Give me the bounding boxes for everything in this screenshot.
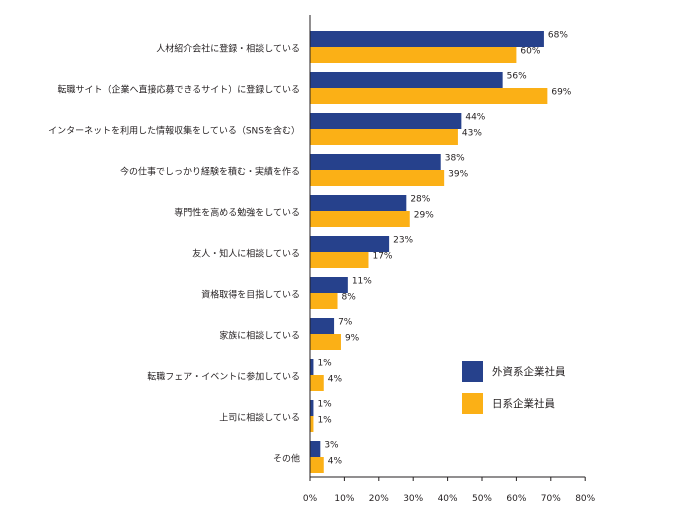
category-label: その他 [273, 453, 300, 465]
data-label: 44% [465, 113, 485, 123]
bar-japanese [310, 88, 548, 104]
data-label: 38% [445, 154, 465, 164]
data-label: 1% [317, 416, 332, 426]
bar-japanese [310, 293, 338, 309]
bar-foreign [310, 277, 348, 293]
bar-foreign [310, 400, 314, 416]
x-tick-label: 0% [303, 494, 318, 504]
data-label: 23% [393, 236, 413, 246]
category-label: 転職サイト（企業へ直接応募できるサイト）に登録している [57, 84, 300, 96]
category-label: 今の仕事でしっかり経験を積む・実績を作る [120, 166, 300, 178]
data-label: 60% [520, 47, 540, 57]
category-label: 家族に相談している [219, 330, 300, 342]
category-label: 上司に相談している [219, 412, 300, 424]
bar-foreign [310, 72, 503, 88]
legend-swatch [462, 361, 483, 382]
data-label: 28% [410, 195, 430, 205]
bars-layer [310, 31, 548, 473]
data-label: 3% [324, 441, 339, 451]
x-tick-label: 50% [472, 494, 492, 504]
bar-foreign [310, 113, 462, 129]
bar-japanese [310, 334, 341, 350]
data-label: 1% [317, 359, 332, 369]
category-label: 友人・知人に相談している [192, 248, 300, 260]
data-label: 7% [338, 318, 353, 328]
category-label: 人材紹介会社に登録・相談している [156, 43, 300, 55]
data-label: 29% [414, 211, 434, 221]
bar-japanese [310, 457, 324, 473]
bar-foreign [310, 236, 390, 252]
labels-layer: 人材紹介会社に登録・相談している 68% 60% 転職サイト（企業へ直接応募できるサイ… [48, 31, 572, 467]
data-label: 8% [342, 293, 357, 303]
axes-layer: 0% 10% 20% 30% 40% 50% 60% 70% 80% [303, 15, 596, 504]
bar-foreign [310, 154, 441, 170]
x-tick-label: 80% [575, 494, 595, 504]
bar-japanese [310, 416, 314, 432]
bar-foreign [310, 441, 321, 457]
bar-foreign [310, 318, 335, 334]
x-tick-label: 10% [334, 494, 354, 504]
x-tick-label: 60% [506, 494, 526, 504]
data-label: 1% [317, 400, 332, 410]
data-label: 4% [328, 375, 343, 385]
x-tick-label: 70% [541, 494, 561, 504]
bar-japanese [310, 170, 445, 186]
bar-japanese [310, 47, 517, 63]
data-label: 69% [551, 88, 571, 98]
data-label: 68% [548, 31, 568, 41]
category-label: 転職フェア・イベントに参加している [147, 371, 300, 383]
data-label: 11% [352, 277, 372, 287]
legend-swatch [462, 393, 483, 414]
category-label: 専門性を高める勉強をしている [174, 207, 300, 219]
category-label: 資格取得を目指している [201, 289, 300, 301]
bar-japanese [310, 129, 458, 145]
data-label: 43% [462, 129, 482, 139]
data-label: 39% [448, 170, 468, 180]
legend-label: 外資系企業社員 [492, 365, 566, 378]
x-tick-label: 20% [369, 494, 389, 504]
data-label: 4% [328, 457, 343, 467]
data-label: 9% [345, 334, 360, 344]
category-label: インターネットを利用した情報収集をしている（SNSを含む） [48, 125, 300, 137]
bar-foreign [310, 195, 407, 211]
bar-japanese [310, 375, 324, 391]
data-label: 17% [372, 252, 392, 262]
data-label: 56% [507, 72, 527, 82]
bar-foreign [310, 359, 314, 375]
legend-label: 日系企業社員 [492, 397, 555, 410]
bar-foreign [310, 31, 544, 47]
bar-japanese [310, 211, 410, 227]
x-tick-label: 30% [403, 494, 423, 504]
bar-japanese [310, 252, 369, 268]
x-tick-label: 40% [438, 494, 458, 504]
